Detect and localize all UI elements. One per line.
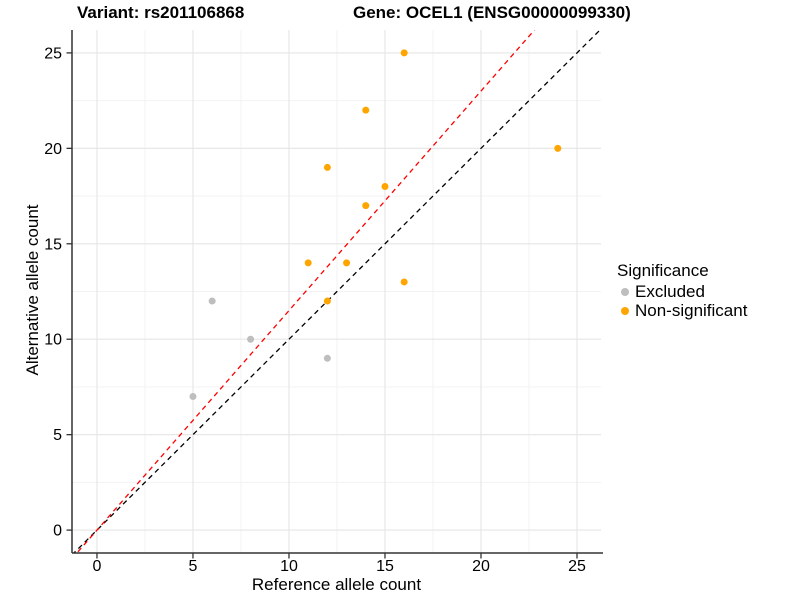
- data-point-non-significant: [343, 259, 351, 267]
- x-tick-label: 25: [568, 558, 586, 575]
- plot-title: Variant: rs201106868 Gene: OCEL1 (ENSG00…: [0, 3, 800, 25]
- fit-line: [76, 30, 536, 553]
- x-axis-title: Reference allele count: [251, 575, 422, 594]
- data-point-excluded: [323, 354, 331, 362]
- plot-title-variant: Variant: rs201106868: [77, 3, 245, 22]
- legend-item-label: Non-significant: [635, 301, 748, 320]
- legend-item-excluded: Excluded: [612, 282, 747, 301]
- data-point-non-significant: [323, 163, 331, 171]
- plot-title-gene: Gene: OCEL1 (ENSG00000099330): [353, 3, 631, 22]
- data-point-excluded: [189, 392, 197, 400]
- legend-key-dot: [621, 287, 629, 296]
- data-point-non-significant: [400, 49, 408, 57]
- data-point-excluded: [247, 335, 255, 343]
- x-tick-label: 20: [472, 558, 490, 575]
- y-tick-label: 0: [53, 523, 62, 540]
- y-tick-label: 5: [53, 427, 62, 444]
- y-tick-label: 25: [44, 45, 62, 62]
- legend-title: Significance: [617, 261, 709, 280]
- legend-key-dot: [621, 306, 629, 315]
- y-tick-label: 10: [44, 332, 62, 349]
- data-point-non-significant: [381, 183, 389, 191]
- y-axis-title: Alternative allele count: [23, 204, 42, 376]
- data-point-non-significant: [304, 259, 312, 267]
- data-point-non-significant: [554, 144, 562, 152]
- x-tick-label: 15: [376, 558, 394, 575]
- data-point-excluded: [208, 297, 216, 305]
- y-tick-label: 15: [44, 236, 62, 253]
- x-tick-label: 5: [189, 558, 198, 575]
- x-tick-label: 0: [93, 558, 102, 575]
- data-point-non-significant: [323, 297, 331, 305]
- legend-items: Excluded Non-significant: [612, 282, 747, 320]
- x-tick-label: 10: [280, 558, 298, 575]
- data-point-non-significant: [400, 278, 408, 286]
- y-tick-label: 20: [44, 141, 62, 158]
- data-point-non-significant: [362, 106, 370, 114]
- legend-item-label: Excluded: [635, 282, 705, 301]
- data-point-non-significant: [362, 202, 370, 210]
- identity-line: [72, 30, 601, 553]
- legend: Significance Excluded Non-significant: [612, 261, 747, 320]
- legend-item-non-significant: Non-significant: [612, 301, 747, 320]
